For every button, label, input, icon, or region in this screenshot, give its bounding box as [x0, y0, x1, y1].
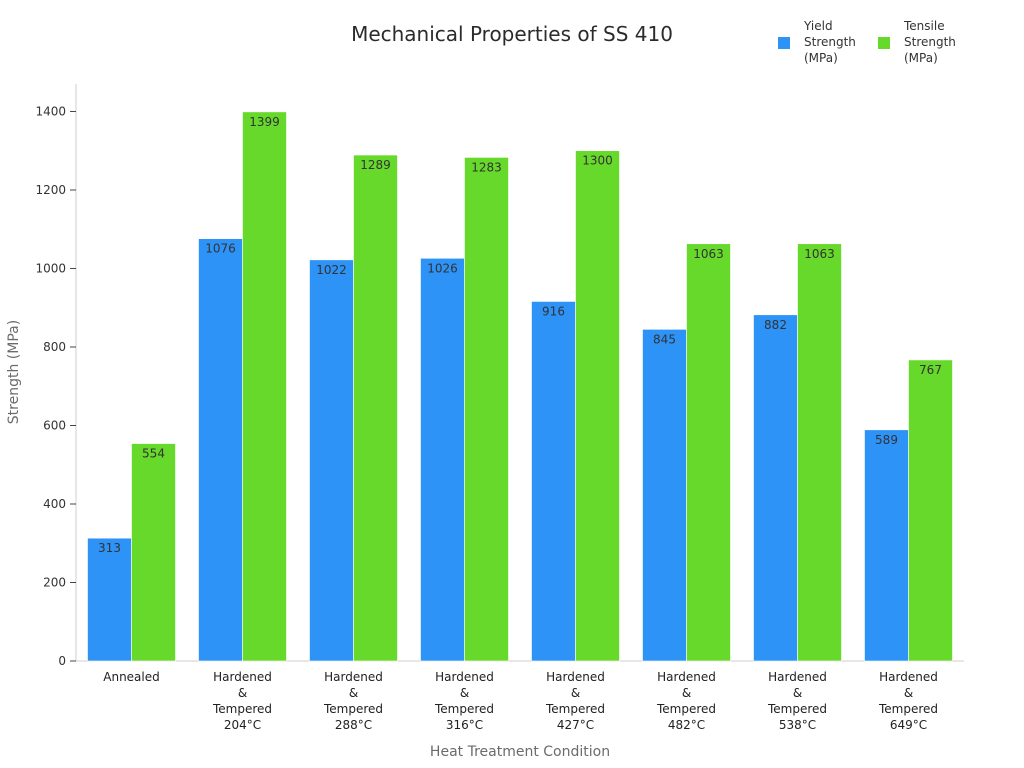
bar-yield	[531, 301, 576, 662]
x-tick-label-line: Tempered	[545, 702, 605, 716]
legend-label-yield: Yield Strength (MPa)	[804, 19, 856, 65]
legend-label-tensile: Tensile Strength (MPa)	[904, 19, 956, 65]
data-label-tensile: 1283	[471, 160, 502, 174]
x-tick-label: Hardened & Tempered 538°C	[767, 670, 827, 732]
x-tick-label: Hardened & Tempered 427°C	[545, 670, 605, 732]
x-tick-label-line: Hardened	[324, 670, 383, 684]
x-tick-label-line: &	[682, 686, 691, 700]
bar-yield	[198, 238, 243, 662]
bar-yield	[87, 537, 132, 662]
data-label-tensile: 1289	[360, 158, 391, 172]
data-label-tensile: 1300	[582, 154, 613, 168]
y-tick-label: 600	[43, 418, 66, 432]
x-tick-label-line: &	[793, 686, 802, 700]
data-label-yield: 845	[653, 332, 676, 346]
y-tick-label: 1200	[35, 183, 66, 197]
x-tick-label-line: &	[349, 686, 358, 700]
x-tick-label-line: Hardened	[213, 670, 272, 684]
data-label-yield: 1022	[316, 263, 347, 277]
bar-yield	[642, 329, 687, 662]
x-tick-label: Hardened & Tempered 204°C	[212, 670, 272, 732]
bar-tensile	[797, 243, 842, 662]
x-tick-label-line: &	[238, 686, 247, 700]
x-tick-label-line: 538°C	[779, 718, 816, 732]
bar-tensile	[131, 443, 176, 662]
data-label-yield: 916	[542, 304, 565, 318]
bar-tensile	[464, 157, 509, 662]
y-tick-label: 0	[58, 654, 66, 668]
x-tick-label-line: 316°C	[446, 718, 483, 732]
x-tick-label-line: 204°C	[224, 718, 261, 732]
x-tick-label-line: Tempered	[878, 702, 938, 716]
legend-swatch-yield	[778, 37, 790, 49]
x-tick-label-line: &	[460, 686, 469, 700]
x-tick-label-line: Annealed	[103, 670, 160, 684]
data-label-yield: 1026	[427, 261, 458, 275]
y-tick-label: 800	[43, 340, 66, 354]
bar-tensile	[908, 359, 953, 662]
x-tick-label-line: 482°C	[668, 718, 705, 732]
x-tick-label-line: Hardened	[657, 670, 716, 684]
x-tick-label: Hardened & Tempered 482°C	[656, 670, 716, 732]
x-tick-label-line: 288°C	[335, 718, 372, 732]
x-tick-label-line: Tempered	[767, 702, 827, 716]
x-tick-label-line: Hardened	[879, 670, 938, 684]
x-tick-label-line: Tempered	[434, 702, 494, 716]
x-tick-label-line: &	[571, 686, 580, 700]
y-tick-label: 1400	[35, 104, 66, 118]
x-tick-label-line: Tempered	[656, 702, 716, 716]
data-label-yield: 882	[764, 318, 787, 332]
data-label-tensile: 554	[142, 447, 165, 461]
bar-yield	[420, 257, 465, 662]
bar-tensile	[353, 154, 398, 662]
x-tick-label: Hardened & Tempered 649°C	[878, 670, 938, 732]
x-tick-label: Annealed	[103, 670, 160, 684]
bar-yield	[753, 314, 798, 662]
x-tick-label-line: Hardened	[435, 670, 494, 684]
x-tick-label-line: Hardened	[546, 670, 605, 684]
x-tick-label-line: Tempered	[212, 702, 272, 716]
x-tick-label-line: 649°C	[890, 718, 927, 732]
y-axis-title: Strength (MPa)	[6, 320, 22, 424]
x-tick-label: Hardened & Tempered 288°C	[323, 670, 383, 732]
bar-yield	[864, 429, 909, 662]
data-label-tensile: 767	[919, 363, 942, 377]
data-label-yield: 1076	[205, 242, 236, 256]
data-label-tensile: 1063	[804, 247, 835, 261]
x-tick-label-line: Hardened	[768, 670, 827, 684]
x-tick-label-line: Tempered	[323, 702, 383, 716]
bar-tensile	[575, 150, 620, 662]
y-tick-label: 1000	[35, 261, 66, 275]
x-tick-label-line: &	[904, 686, 913, 700]
y-tick-label: 200	[43, 575, 66, 589]
bar-tensile	[686, 243, 731, 662]
legend-swatch-tensile	[878, 37, 890, 49]
x-tick-label-line: 427°C	[557, 718, 594, 732]
data-label-tensile: 1063	[693, 247, 724, 261]
x-tick-label: Hardened & Tempered 316°C	[434, 670, 494, 732]
bar-yield	[309, 259, 354, 662]
bar-tensile	[242, 111, 287, 662]
data-label-yield: 589	[875, 433, 898, 447]
data-label-tensile: 1399	[249, 115, 280, 129]
y-tick-label: 400	[43, 497, 66, 511]
chart-title: Mechanical Properties of SS 410	[351, 22, 673, 46]
x-axis-title: Heat Treatment Condition	[430, 744, 610, 760]
data-label-yield: 313	[98, 541, 121, 555]
